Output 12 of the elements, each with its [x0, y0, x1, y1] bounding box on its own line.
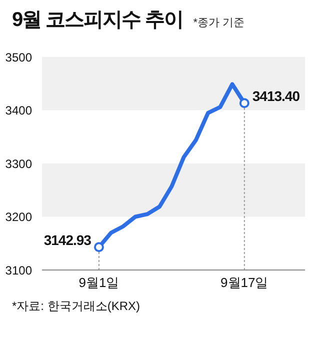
text: *자료: 한국거래소(KRX) — [12, 298, 140, 315]
y-tick-label: 3300 — [5, 156, 32, 171]
data-label: 3142.93 — [44, 232, 92, 248]
chart-subtitle: *종가 기준 — [193, 17, 245, 29]
y-tick-label: 3200 — [5, 210, 32, 224]
x-tick-label: 9월1일 — [78, 275, 120, 290]
data-label: 3413.40 — [252, 88, 300, 104]
y-tick-label: 3500 — [5, 50, 32, 64]
y-tick-label: 3100 — [5, 263, 32, 278]
chart-title: 9월 코스피지수 추이 — [12, 9, 184, 31]
x-tick-label: 9월17일 — [220, 275, 268, 290]
y-tick-label: 3400 — [5, 104, 32, 118]
